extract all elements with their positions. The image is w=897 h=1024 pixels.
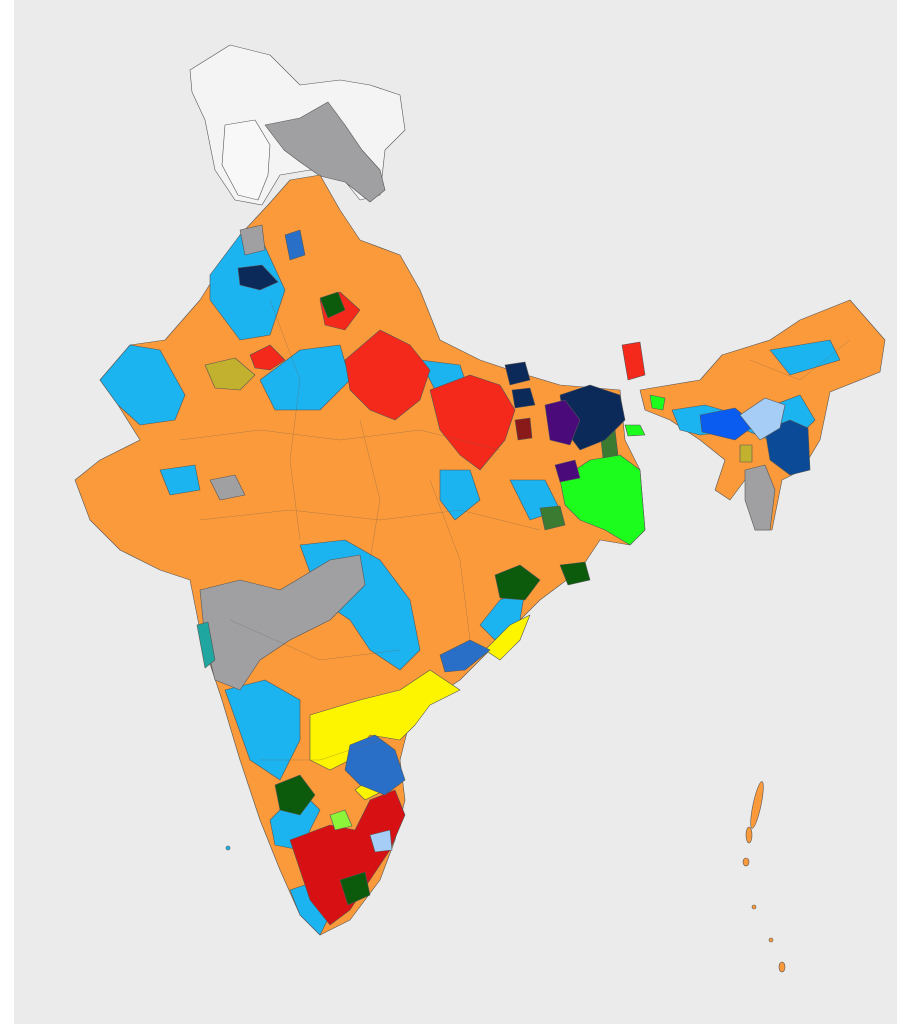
region xyxy=(239,224,266,256)
region xyxy=(369,829,393,853)
region xyxy=(739,397,786,441)
region xyxy=(539,505,566,531)
region xyxy=(504,361,531,386)
region xyxy=(224,679,301,781)
boundary xyxy=(749,339,851,381)
region-teal xyxy=(196,621,216,669)
region xyxy=(511,387,536,409)
island xyxy=(768,937,774,943)
region xyxy=(764,419,811,476)
region xyxy=(439,469,481,521)
region xyxy=(494,564,541,601)
region-group-khaki xyxy=(204,357,753,463)
region-group-purple xyxy=(544,399,581,483)
boundary xyxy=(199,509,541,531)
region-jammu xyxy=(221,119,271,201)
region xyxy=(621,341,646,381)
region-ladakh xyxy=(264,101,386,203)
region xyxy=(319,291,346,319)
region-group-lime xyxy=(559,394,666,546)
region xyxy=(309,669,461,771)
region xyxy=(199,554,366,691)
region-lightgreen xyxy=(329,809,353,831)
region xyxy=(624,424,646,437)
island xyxy=(745,826,753,844)
region xyxy=(344,734,406,796)
region-group-grey xyxy=(199,224,776,691)
region xyxy=(429,374,516,471)
boundary xyxy=(429,479,471,641)
region xyxy=(204,357,256,391)
region xyxy=(249,344,286,371)
island xyxy=(742,857,750,867)
region-group-red xyxy=(249,291,646,471)
region-group-deepblue xyxy=(764,419,811,476)
region xyxy=(274,774,316,816)
boundary xyxy=(229,619,401,661)
island-lakshadweep xyxy=(225,845,231,851)
island xyxy=(778,961,786,973)
region xyxy=(769,339,841,376)
region xyxy=(339,871,371,906)
island xyxy=(750,781,764,829)
region-group-midblue xyxy=(284,229,491,796)
region-group-paleblue xyxy=(369,397,786,853)
region-islands xyxy=(742,781,786,973)
region xyxy=(284,229,306,261)
region xyxy=(649,394,666,411)
boundary xyxy=(179,429,501,451)
region xyxy=(159,464,201,496)
boundary xyxy=(359,419,381,561)
region xyxy=(559,561,591,586)
region xyxy=(99,344,186,426)
region-group-darkgreen xyxy=(274,291,591,906)
region xyxy=(744,464,776,531)
region xyxy=(544,399,581,446)
boundary xyxy=(260,739,381,761)
island xyxy=(751,904,757,910)
region xyxy=(237,264,279,291)
region xyxy=(209,474,246,501)
region xyxy=(554,459,581,483)
region-maroon xyxy=(514,417,533,441)
region xyxy=(439,639,491,673)
region-group-navy xyxy=(237,264,626,451)
region xyxy=(484,614,531,661)
boundary-lines xyxy=(179,299,851,761)
boundary xyxy=(269,299,301,541)
region xyxy=(739,444,753,463)
region xyxy=(344,329,431,421)
